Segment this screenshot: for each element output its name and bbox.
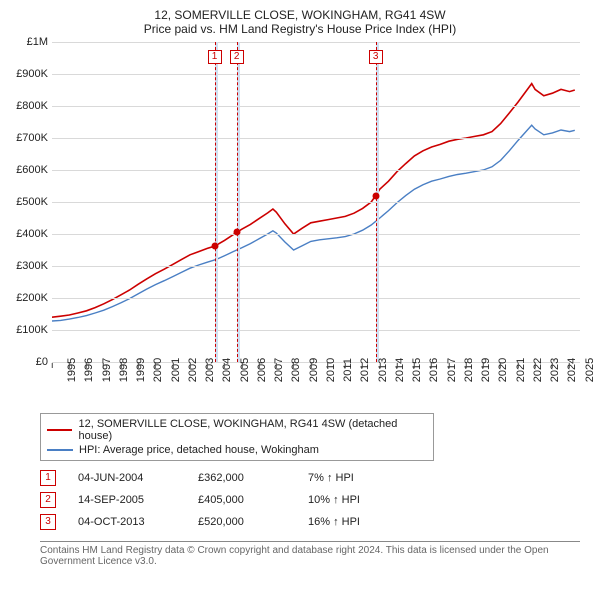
y-axis-label: £1M: [6, 36, 48, 48]
legend-swatch: [47, 449, 73, 451]
gridline: [52, 234, 580, 235]
gridline: [52, 138, 580, 139]
sale-date: 14-SEP-2005: [78, 494, 198, 506]
y-axis-label: £900K: [6, 68, 48, 80]
y-axis-label: £100K: [6, 324, 48, 336]
sale-number-box: 1: [40, 470, 56, 486]
gridline: [52, 42, 580, 43]
sale-row: 3 04-OCT-2013£520,00016% ↑ HPI: [40, 511, 590, 533]
legend-label: 12, SOMERVILLE CLOSE, WOKINGHAM, RG41 4S…: [78, 418, 427, 442]
sale-date: 04-JUN-2004: [78, 472, 198, 484]
y-axis-label: £700K: [6, 132, 48, 144]
series-price_paid: [52, 84, 575, 318]
sale-marker-line: [215, 42, 216, 362]
sale-date: 04-OCT-2013: [78, 516, 198, 528]
y-axis-label: £600K: [6, 164, 48, 176]
sale-row: 2 14-SEP-2005£405,00010% ↑ HPI: [40, 489, 590, 511]
chart-subtitle: Price paid vs. HM Land Registry's House …: [10, 22, 590, 36]
y-axis-label: £200K: [6, 292, 48, 304]
footer-text: Contains HM Land Registry data © Crown c…: [40, 545, 580, 567]
gridline: [52, 298, 580, 299]
sale-marker-dot: [211, 243, 218, 250]
legend-item-hpi: HPI: Average price, detached house, Woki…: [47, 443, 427, 457]
chart-container: 12, SOMERVILLE CLOSE, WOKINGHAM, RG41 4S…: [0, 0, 600, 577]
footer-attribution: Contains HM Land Registry data © Crown c…: [40, 541, 580, 567]
gridline: [52, 266, 580, 267]
legend-swatch: [47, 429, 72, 431]
sale-marker-number: 1: [208, 50, 222, 64]
sale-marker-line: [237, 42, 238, 362]
sale-marker-dot: [372, 192, 379, 199]
legend-label: HPI: Average price, detached house, Woki…: [79, 444, 319, 456]
sale-marker-number: 3: [369, 50, 383, 64]
gridline: [52, 202, 580, 203]
y-axis-label: £500K: [6, 196, 48, 208]
sale-number-box: 3: [40, 514, 56, 530]
chart-title: 12, SOMERVILLE CLOSE, WOKINGHAM, RG41 4S…: [10, 8, 590, 22]
legend: 12, SOMERVILLE CLOSE, WOKINGHAM, RG41 4S…: [40, 413, 434, 461]
y-axis-label: £300K: [6, 260, 48, 272]
sale-marker-dot: [233, 229, 240, 236]
sale-row: 1 04-JUN-2004£362,0007% ↑ HPI: [40, 467, 590, 489]
sale-number-box: 2: [40, 492, 56, 508]
gridline: [52, 170, 580, 171]
sale-price: £362,000: [198, 472, 308, 484]
sales-table: 1 04-JUN-2004£362,0007% ↑ HPI 2 14-SEP-2005…: [40, 467, 590, 533]
legend-item-price-paid: 12, SOMERVILLE CLOSE, WOKINGHAM, RG41 4S…: [47, 417, 427, 443]
sale-pct: 7% ↑ HPI: [308, 472, 468, 484]
sale-price: £405,000: [198, 494, 308, 506]
gridline: [52, 330, 580, 331]
gridline: [52, 74, 580, 75]
sale-marker-number: 2: [230, 50, 244, 64]
y-axis-label: £400K: [6, 228, 48, 240]
y-axis-label: £800K: [6, 100, 48, 112]
sale-pct: 16% ↑ HPI: [308, 516, 468, 528]
x-axis-tick: 2025: [557, 363, 581, 396]
x-axis-ticks: 1995199619971998199920002001200220032004…: [52, 363, 580, 407]
gridline: [52, 106, 580, 107]
sale-pct: 10% ↑ HPI: [308, 494, 468, 506]
plot-area: £0£100K£200K£300K£400K£500K£600K£700K£80…: [52, 42, 580, 363]
sale-price: £520,000: [198, 516, 308, 528]
sale-marker-line: [376, 42, 377, 362]
